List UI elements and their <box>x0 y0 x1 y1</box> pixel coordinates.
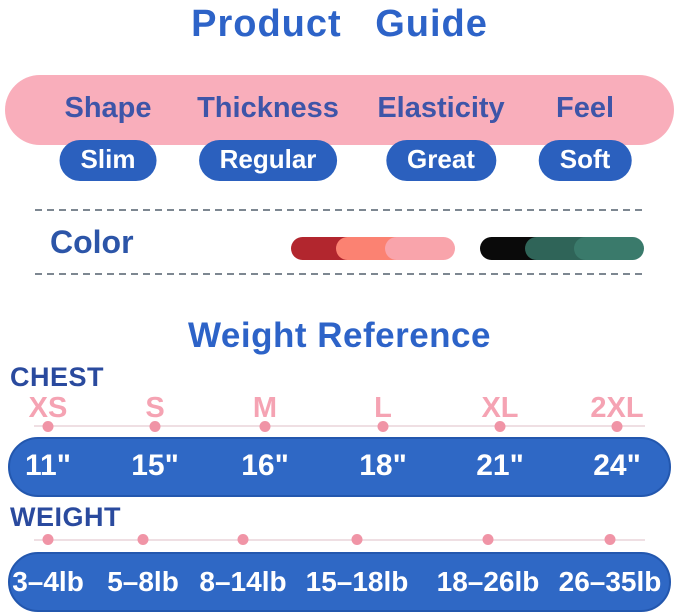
spec-column-thickness: Thickness Regular <box>197 75 339 181</box>
weight-value: 5–8lb <box>107 566 179 597</box>
color-swatch-red-pink-gradient <box>291 237 455 260</box>
weight-row-label: WEIGHT <box>10 502 121 532</box>
weight-reference-title: Weight Reference <box>188 316 491 355</box>
size-label-l: L <box>374 392 392 424</box>
color-swatch-black-green-gradient <box>480 237 644 260</box>
spec-label: Shape <box>64 91 152 124</box>
spec-label: Thickness <box>197 91 339 124</box>
chest-value: 16" <box>241 449 289 482</box>
chest-value: 21" <box>476 449 524 482</box>
weight-values-bar <box>8 552 671 612</box>
weight-value: 26–35lb <box>558 566 662 597</box>
chest-dot <box>259 421 271 432</box>
size-label-m: M <box>252 392 278 424</box>
spec-value-pill: Soft <box>538 140 632 181</box>
swatch-segment-teal <box>574 237 644 260</box>
spec-label: Feel <box>555 91 615 124</box>
size-label-xs: XS <box>28 392 68 424</box>
weight-value: 15–18lb <box>305 566 409 597</box>
chest-dot <box>42 421 54 432</box>
color-section-label: Color <box>50 224 134 260</box>
size-label-xl: XL <box>481 392 519 424</box>
chest-dot <box>611 421 623 432</box>
chest-value: 24" <box>593 449 641 482</box>
chest-row-label: CHEST <box>10 362 105 392</box>
spec-column-feel: Feel Soft <box>538 75 632 181</box>
weight-value: 3–4lb <box>12 566 84 597</box>
weight-dot <box>237 534 249 545</box>
weight-axis-line <box>34 539 645 541</box>
weight-dot <box>137 534 149 545</box>
weight-dot <box>42 534 54 545</box>
weight-value: 18–26lb <box>436 566 540 597</box>
spec-value-pill: Great <box>386 140 496 181</box>
dashed-divider-top <box>35 209 645 211</box>
size-label-2xl: 2XL <box>590 392 644 424</box>
chest-value: 11" <box>25 449 71 482</box>
spec-label: Elasticity <box>377 91 505 124</box>
page-title: Product Guide <box>191 3 488 45</box>
swatch-segment-light-pink <box>385 237 455 260</box>
dashed-divider-bottom <box>35 273 645 275</box>
spec-value-pill: Regular <box>198 140 338 181</box>
chest-dot <box>149 421 161 432</box>
spec-value-pill: Slim <box>59 140 157 181</box>
spec-banner <box>5 75 674 145</box>
chest-value: 18" <box>359 449 407 482</box>
chest-dot <box>377 421 389 432</box>
weight-value: 8–14lb <box>199 566 287 597</box>
spec-column-elasticity: Elasticity Great <box>377 75 505 181</box>
weight-dot <box>604 534 616 545</box>
weight-dot <box>351 534 363 545</box>
chest-axis-line <box>34 425 645 427</box>
weight-dot <box>482 534 494 545</box>
chest-dot <box>494 421 506 432</box>
chest-values-bar <box>8 437 671 497</box>
chest-value: 15" <box>131 449 179 482</box>
spec-column-shape: Shape Slim <box>59 75 157 181</box>
size-label-s: S <box>145 392 165 424</box>
